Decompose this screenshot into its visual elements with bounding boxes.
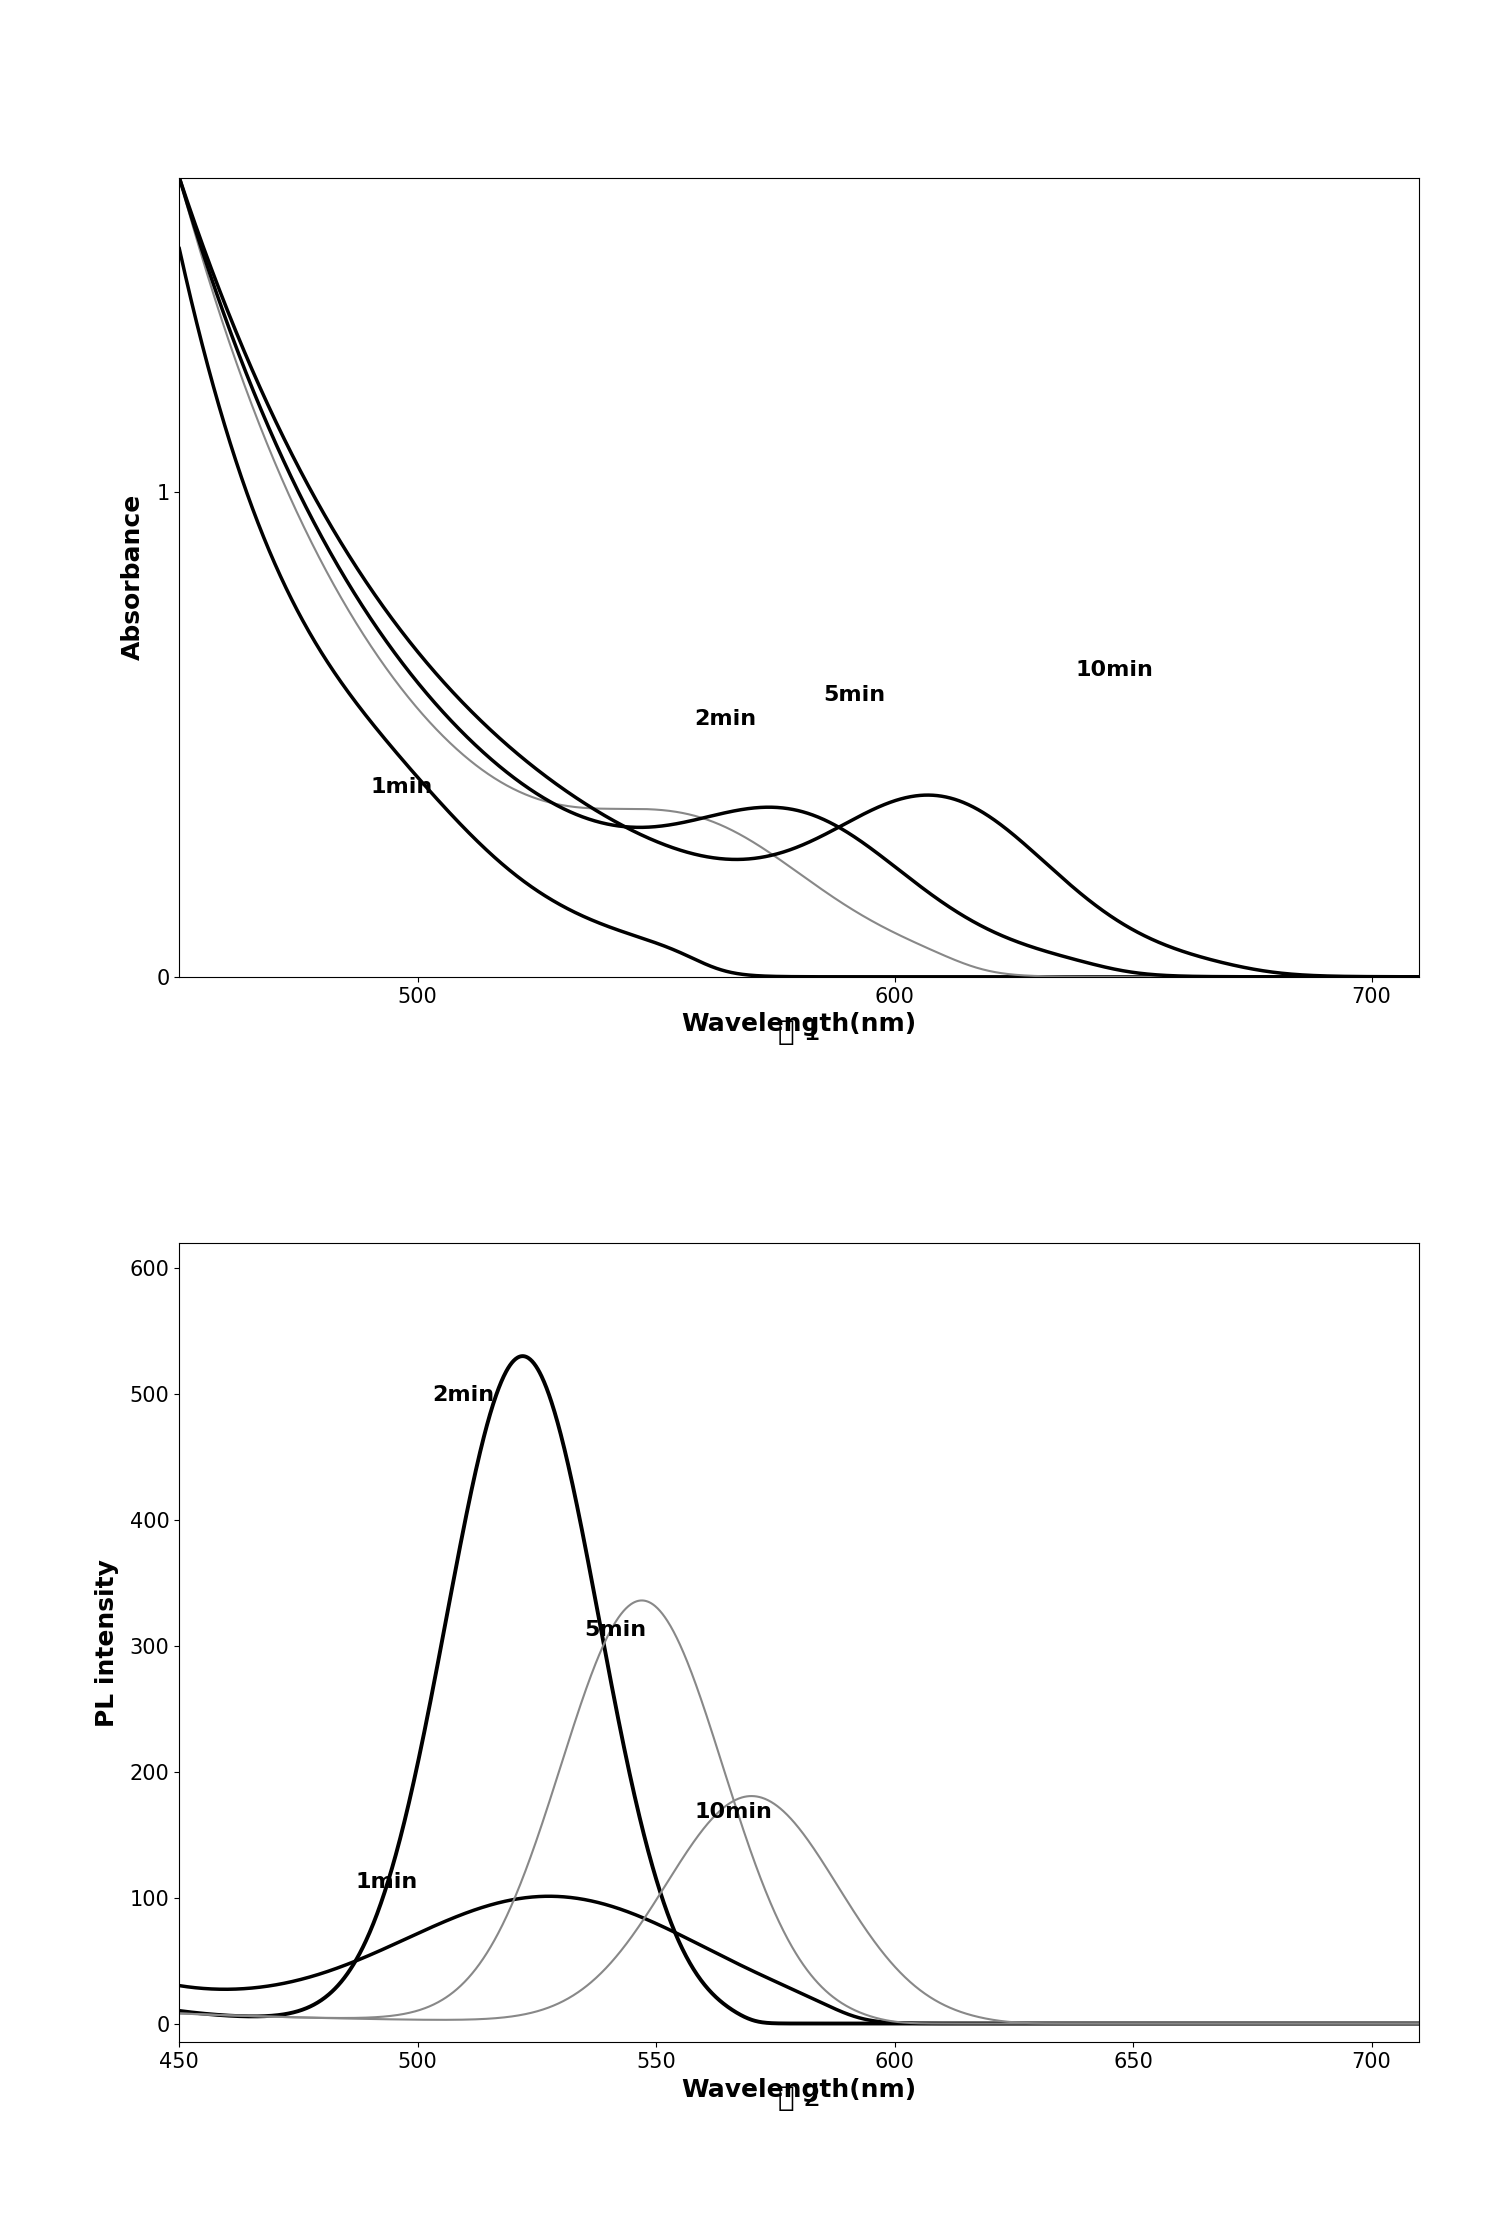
Text: 2min: 2min <box>432 1385 495 1405</box>
Text: 5min: 5min <box>823 684 886 704</box>
Text: 图 2: 图 2 <box>778 2085 820 2111</box>
Text: 10min: 10min <box>1076 662 1153 682</box>
Text: 1min: 1min <box>356 1871 418 1891</box>
X-axis label: Wavelength(nm): Wavelength(nm) <box>681 2078 917 2102</box>
Y-axis label: Absorbance: Absorbance <box>121 495 145 659</box>
Text: 图 1: 图 1 <box>778 1019 820 1046</box>
X-axis label: Wavelength(nm): Wavelength(nm) <box>681 1012 917 1037</box>
Text: 10min: 10min <box>695 1803 772 1823</box>
Text: 5min: 5min <box>584 1621 647 1641</box>
Text: 1min: 1min <box>371 777 432 797</box>
Text: 2min: 2min <box>695 708 756 728</box>
Y-axis label: PL intensity: PL intensity <box>94 1558 118 1727</box>
